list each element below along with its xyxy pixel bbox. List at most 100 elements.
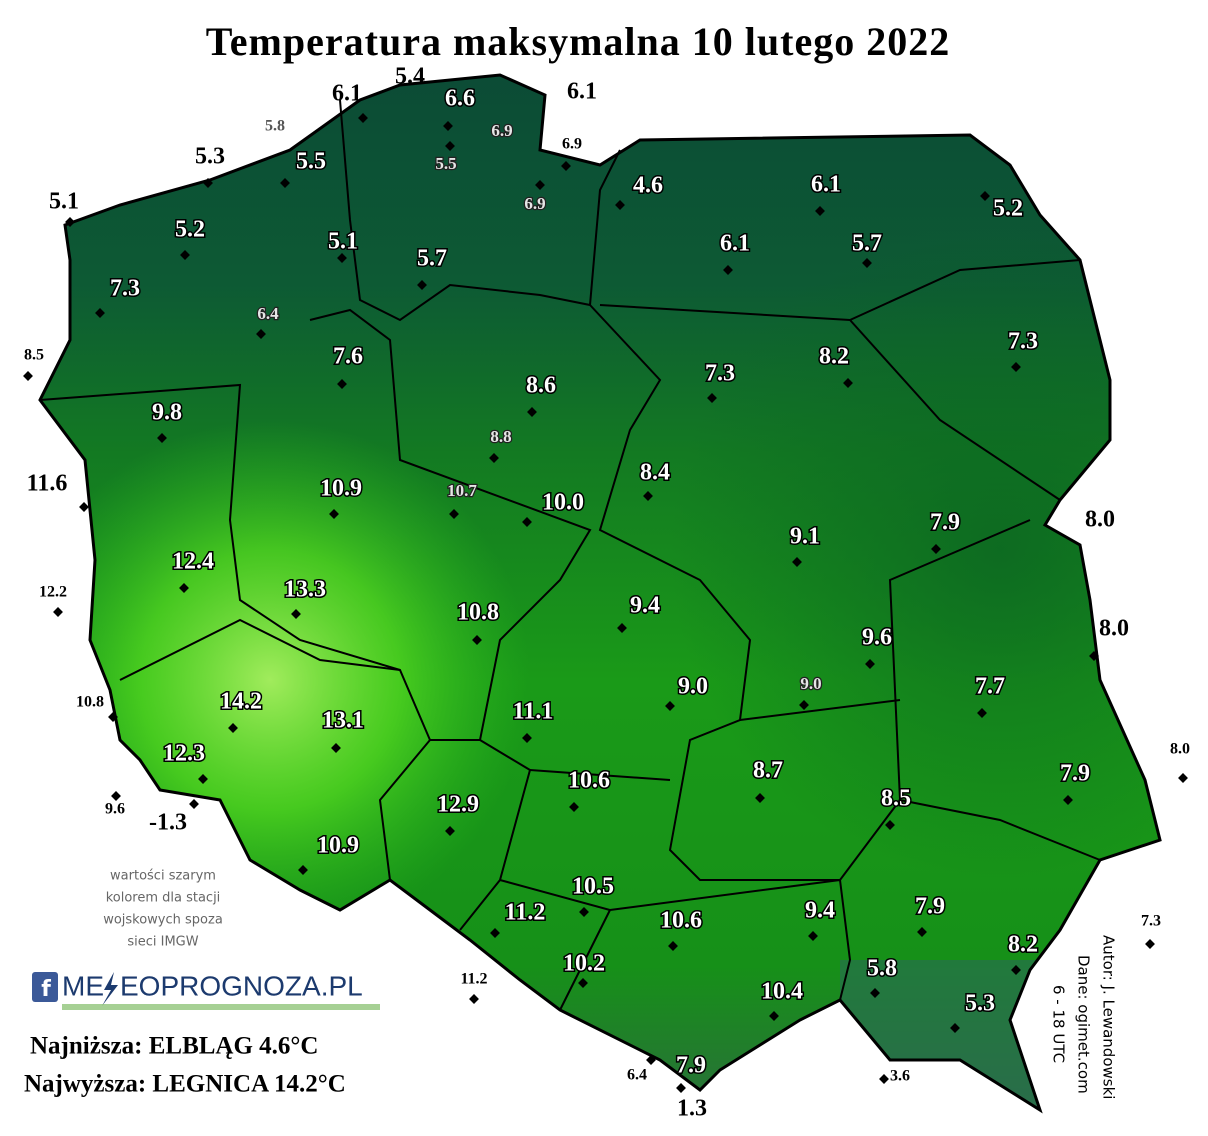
station-value: 5.2 xyxy=(175,217,205,243)
station-marker xyxy=(331,743,341,753)
station-value: 5.4 xyxy=(395,64,425,90)
station-marker xyxy=(489,453,499,463)
station-value: 6.9 xyxy=(524,194,545,213)
station-marker xyxy=(522,733,532,743)
credit: Autor: J. Lewandowski xyxy=(1100,935,1118,1099)
title: Temperatura maksymalna 10 lutego 2022 xyxy=(206,19,950,64)
station-value: 6.1 xyxy=(332,81,362,107)
station-marker xyxy=(865,659,875,669)
station-value: 9.6 xyxy=(862,625,892,651)
station-value: -1.3 xyxy=(149,810,187,836)
station-value: 7.9 xyxy=(930,510,960,536)
station-marker xyxy=(472,635,482,645)
station-marker xyxy=(189,799,199,809)
station-value: 12.4 xyxy=(172,549,214,575)
station-value: 10.7 xyxy=(447,481,477,500)
station-marker xyxy=(569,802,579,812)
station-value: 5.8 xyxy=(265,118,285,135)
station-value: 8.5 xyxy=(24,347,44,364)
station-value: 10.6 xyxy=(660,908,702,934)
station-marker xyxy=(23,371,33,381)
station-value: 5.7 xyxy=(852,231,882,257)
station-marker xyxy=(579,907,589,917)
station-value: 6.1 xyxy=(811,172,841,198)
station-marker xyxy=(815,206,825,216)
station-marker xyxy=(329,509,339,519)
station-marker xyxy=(1145,939,1155,949)
station-marker xyxy=(445,141,455,151)
station-value: 10.6 xyxy=(568,768,610,794)
station-marker xyxy=(885,820,895,830)
station-marker xyxy=(490,928,500,938)
station-marker xyxy=(643,491,653,501)
station-value: 6.1 xyxy=(720,231,750,257)
station-marker xyxy=(792,557,802,567)
note-line: kolorem dla stacji xyxy=(106,891,221,906)
note-line: wartości szarym xyxy=(110,869,216,884)
station-marker xyxy=(65,217,75,227)
station-value: 8.4 xyxy=(640,460,670,486)
logo: f ME EOPROGNOZA.PL xyxy=(32,970,380,1010)
station-value: 11.1 xyxy=(513,699,554,725)
station-value: 7.3 xyxy=(110,276,140,302)
station-value: 5.1 xyxy=(328,229,358,255)
station-value: 5.5 xyxy=(435,154,456,173)
station-value: 9.0 xyxy=(678,674,708,700)
station-marker xyxy=(665,701,675,711)
credit: 6 - 18 UTC xyxy=(1050,985,1068,1063)
station-value: 9.0 xyxy=(800,674,821,693)
station-marker xyxy=(79,502,89,512)
station-value: 10.9 xyxy=(317,833,359,859)
station-value: 8.6 xyxy=(526,373,556,399)
station-marker xyxy=(445,826,455,836)
station-value: 8.0 xyxy=(1085,507,1115,533)
station-value: 10.4 xyxy=(761,979,803,1005)
station-marker xyxy=(870,988,880,998)
station-marker xyxy=(337,379,347,389)
station-value: 9.8 xyxy=(152,400,182,426)
station-value: 7.7 xyxy=(975,674,1005,700)
station-value: 10.8 xyxy=(457,600,499,626)
station-value: 9.4 xyxy=(630,593,660,619)
station-value: 12.9 xyxy=(437,792,479,818)
station-value: 6.9 xyxy=(491,121,512,140)
station-marker xyxy=(1178,773,1188,783)
station-value: 10.9 xyxy=(320,476,362,502)
station-value: 12.2 xyxy=(39,584,67,601)
station-marker xyxy=(676,1083,686,1093)
station-marker xyxy=(337,253,347,263)
station-marker xyxy=(578,978,588,988)
station-value: 8.2 xyxy=(819,344,849,370)
credit: Dane: ogimet.com xyxy=(1075,955,1093,1094)
station-marker xyxy=(707,393,717,403)
station-marker xyxy=(179,583,189,593)
station-value: 6.9 xyxy=(562,136,582,153)
station-value: 5.8 xyxy=(867,956,897,982)
station-value: 7.3 xyxy=(705,361,735,387)
borders xyxy=(38,73,1162,1114)
station-value: 7.3 xyxy=(1008,329,1038,355)
station-marker xyxy=(256,329,266,339)
station-value: 14.2 xyxy=(220,689,262,715)
note-line: sieci IMGW xyxy=(127,935,198,950)
station-marker xyxy=(417,280,427,290)
station-value: 10.2 xyxy=(563,951,605,977)
station-value: 6.4 xyxy=(627,1067,647,1084)
station-value: 9.4 xyxy=(805,898,835,924)
station-value: 5.1 xyxy=(49,189,79,215)
station-marker xyxy=(879,1074,889,1084)
station-marker xyxy=(862,258,872,268)
station-marker xyxy=(769,1011,779,1021)
station-marker xyxy=(157,433,167,443)
station-value: 1.3 xyxy=(677,1096,707,1122)
station-marker xyxy=(808,931,818,941)
station-value: 6.1 xyxy=(567,79,597,105)
station-value: 10.8 xyxy=(76,694,104,711)
station-marker xyxy=(180,250,190,260)
station-marker xyxy=(111,791,121,801)
logo-text: EOPROGNOZA.PL xyxy=(120,970,363,1001)
station-value: 5.7 xyxy=(417,246,447,272)
station-value: 11.6 xyxy=(27,471,68,497)
